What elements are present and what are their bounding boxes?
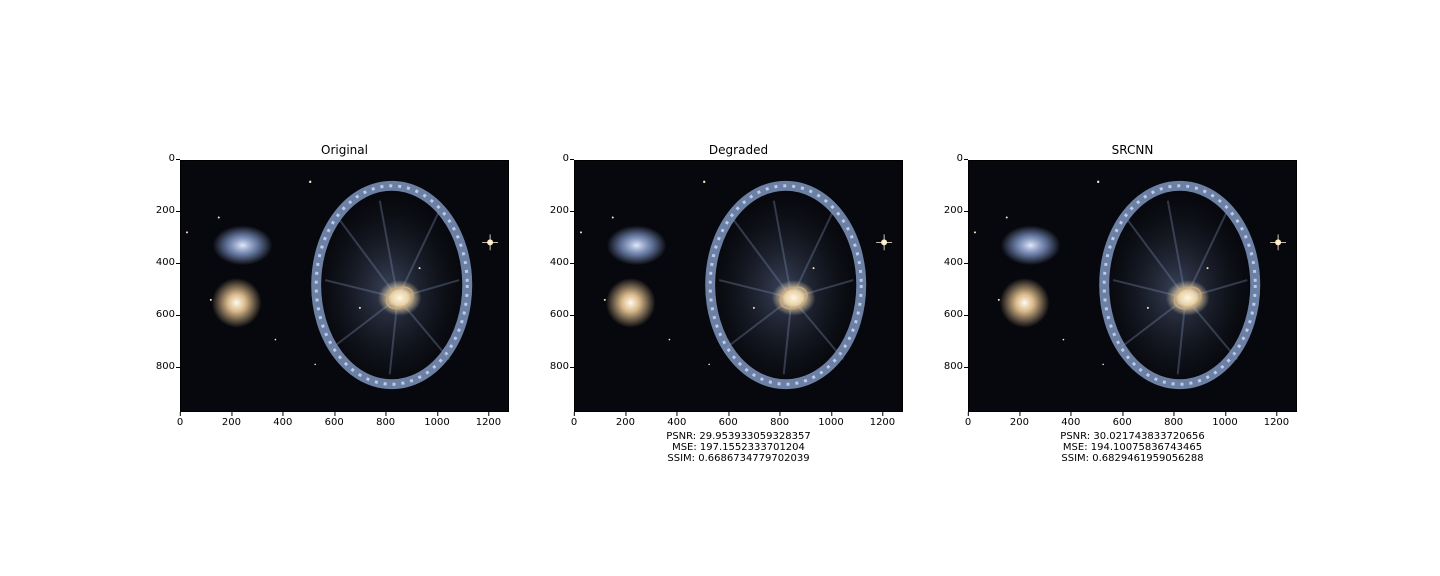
companion-yellow: [605, 278, 656, 328]
y-tick-label: 0: [956, 153, 969, 164]
metrics-block: PSNR: 29.953933059328357 MSE: 197.155233…: [574, 431, 903, 464]
ssim-text: SSIM: 0.6686734779702039: [667, 453, 810, 464]
bright-star-spikes: [876, 234, 893, 251]
x-tick-label: 200: [1009, 412, 1029, 428]
galaxy-image: [575, 161, 902, 411]
panel-title: Degraded: [708, 143, 769, 157]
ring-knots: [1102, 184, 1257, 386]
bright-star-spikes: [482, 234, 499, 251]
y-tick-label: 400: [549, 256, 575, 268]
y-tick-label: 200: [155, 204, 181, 216]
x-tick-label: 1200: [1263, 412, 1290, 428]
companion-yellow: [999, 278, 1050, 328]
y-tick-label: 200: [549, 204, 575, 216]
mse-text: MSE: 197.1552333701204: [672, 442, 805, 453]
galaxy-core: [771, 280, 816, 316]
x-tick-label: 200: [615, 412, 635, 428]
x-tick-label: 400: [667, 412, 687, 428]
psnr-text: PSNR: 30.021743833720656: [1060, 431, 1205, 442]
image-panel-srcnn: SRCNN: [944, 140, 1328, 480]
panel-title: Original: [321, 143, 368, 157]
y-tick-label: 0: [562, 153, 575, 164]
companion-blue: [212, 225, 273, 266]
y-tick-label: 0: [168, 153, 181, 164]
x-tick-label: 0: [176, 412, 184, 428]
image-axes: [180, 160, 509, 412]
galaxy-image: [969, 161, 1296, 411]
x-tick-label: 400: [1061, 412, 1081, 428]
galaxy-core: [1165, 280, 1210, 316]
y-tick-label: 200: [943, 204, 969, 216]
y-tick-label: 800: [943, 360, 969, 372]
x-tick-label: 1000: [818, 412, 844, 428]
ssim-text: SSIM: 0.6829461959056288: [1061, 453, 1204, 464]
y-tick-label: 800: [549, 360, 575, 372]
y-tick-label: 600: [549, 308, 575, 320]
psnr-text: PSNR: 29.953933059328357: [666, 431, 811, 442]
x-tick-label: 1200: [869, 412, 896, 428]
x-tick-label: 0: [964, 412, 972, 428]
galaxy-core: [377, 280, 422, 316]
image-panel-degraded: Degraded: [550, 140, 934, 480]
x-tick-label: 1000: [424, 412, 450, 428]
x-tick-label: 200: [221, 412, 241, 428]
x-tick-label: 400: [273, 412, 293, 428]
y-tick-label: 600: [155, 308, 181, 320]
panel-title: SRCNN: [1111, 143, 1154, 157]
companion-blue: [606, 225, 667, 266]
ring-knots: [314, 184, 469, 386]
mse-text: MSE: 194.10075836743465: [1062, 442, 1203, 453]
companion-yellow: [211, 278, 262, 328]
y-tick-label: 400: [943, 256, 969, 268]
bright-star-spikes: [1270, 234, 1287, 251]
x-tick-label: 800: [770, 412, 790, 428]
image-axes: [574, 160, 903, 412]
ring-knots: [708, 184, 863, 386]
y-tick-label: 400: [155, 256, 181, 268]
companion-blue: [1000, 225, 1061, 266]
y-tick-label: 600: [943, 308, 969, 320]
x-tick-label: 0: [570, 412, 578, 428]
x-tick-label: 600: [324, 412, 344, 428]
x-tick-label: 800: [376, 412, 396, 428]
y-tick-label: 800: [155, 360, 181, 372]
metrics-block: PSNR: 30.021743833720656 MSE: 194.100758…: [968, 431, 1297, 464]
galaxy-image: [181, 161, 508, 411]
image-axes: [968, 160, 1297, 412]
image-panel-original: Original: [156, 140, 540, 480]
x-tick-label: 1200: [475, 412, 502, 428]
x-tick-label: 800: [1164, 412, 1184, 428]
x-tick-label: 600: [718, 412, 738, 428]
x-tick-label: 600: [1112, 412, 1132, 428]
x-tick-label: 1000: [1212, 412, 1238, 428]
